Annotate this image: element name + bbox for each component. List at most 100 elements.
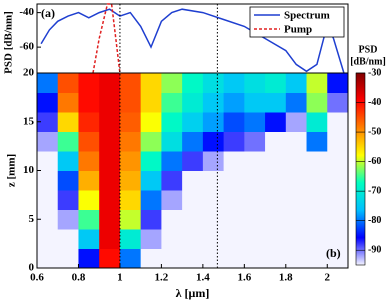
heat-cell (78, 170, 100, 191)
heat-cell (202, 92, 225, 113)
heat-cell (327, 190, 349, 210)
y-axis-label: z [mm] (6, 154, 18, 187)
heat-cell (285, 248, 308, 269)
heat-cell (37, 229, 59, 249)
heat-cell (78, 92, 100, 113)
y-tick-label: 5 (29, 213, 35, 225)
heat-cell (327, 131, 349, 152)
y-tick-label: 10 (23, 164, 35, 176)
heat-cell (78, 248, 100, 269)
heat-cell (202, 170, 225, 191)
heat-cell (306, 112, 328, 132)
y-axis-label: PSD [dB/nm] (3, 11, 15, 74)
heat-cell (223, 73, 245, 93)
heat-cell (99, 73, 121, 93)
heat-cell (202, 73, 225, 93)
heat-cell (265, 73, 287, 93)
heat-cell (57, 73, 79, 93)
heat-cell (37, 112, 59, 132)
heat-cell (37, 131, 59, 152)
heat-cell (265, 190, 287, 210)
heat-cell (244, 209, 266, 230)
heat-cell (182, 248, 204, 269)
heat-cell (119, 229, 142, 249)
heat-cell (202, 190, 225, 210)
heat-cell (285, 92, 308, 113)
x-tick-label: 1.6 (237, 272, 251, 284)
y-tick-label: -40 (19, 6, 34, 18)
heat-cell (99, 131, 121, 152)
heat-cell (182, 170, 204, 191)
x-tick-label: 1 (117, 272, 123, 284)
heat-cell (140, 170, 162, 191)
heat-cell (223, 229, 245, 249)
legend-box (249, 6, 345, 38)
heat-cell (306, 73, 328, 93)
heat-cell (306, 170, 328, 191)
heat-cell (265, 151, 287, 171)
heat-cell (99, 151, 121, 171)
heat-cell (306, 151, 328, 171)
colorbar-unit: [dB/nm] (350, 56, 386, 67)
series-line (40, 8, 345, 74)
y-tick-label: 15 (23, 115, 35, 127)
heat-cell (119, 92, 142, 113)
heat-cell (285, 112, 308, 132)
heat-cell (182, 112, 204, 132)
heat-cell (223, 131, 245, 152)
heat-cell (57, 131, 79, 152)
heat-cell (285, 209, 308, 230)
heat-cell (285, 170, 308, 191)
heat-cell (161, 92, 183, 113)
heat-cell (37, 248, 59, 269)
heat-cell (37, 92, 59, 113)
heat-cell (119, 112, 142, 132)
heat-cell (119, 131, 142, 152)
heat-cell (99, 229, 121, 249)
heatmap-cells (37, 73, 349, 269)
heat-cell (161, 170, 183, 191)
heat-cell (37, 151, 59, 171)
heat-cell (161, 248, 183, 269)
heat-cell (161, 229, 183, 249)
heat-cell (223, 112, 245, 132)
heat-cell (119, 248, 142, 269)
heat-cell (78, 229, 100, 249)
panel-label: (a) (41, 6, 55, 20)
heat-cell (140, 209, 162, 230)
heat-cell (327, 151, 349, 171)
heat-cell (140, 131, 162, 152)
heat-cell (182, 151, 204, 171)
heat-cell (265, 112, 287, 132)
heat-cell (202, 151, 225, 171)
heat-cell (182, 131, 204, 152)
heat-cell (244, 112, 266, 132)
heat-cell (285, 151, 308, 171)
colorbar (355, 72, 366, 266)
y-tick-label: 0 (29, 262, 35, 274)
heat-cell (306, 131, 328, 152)
heat-cell (223, 92, 245, 113)
heat-cell (119, 209, 142, 230)
heat-cell (244, 248, 266, 269)
heat-cell (57, 112, 79, 132)
heat-cell (306, 190, 328, 210)
panel-label: (b) (326, 246, 341, 260)
heat-cell (202, 229, 225, 249)
heat-cell (161, 112, 183, 132)
heat-cell (140, 112, 162, 132)
heat-cell (244, 151, 266, 171)
colorbar-tick-label: -70 (368, 185, 381, 196)
heat-cell (78, 209, 100, 230)
heat-cell (285, 131, 308, 152)
heat-cell (182, 73, 204, 93)
heat-cell (306, 92, 328, 113)
heat-cell (57, 190, 79, 210)
heat-cell (57, 170, 79, 191)
colorbar-tick-label: -30 (368, 67, 381, 78)
heat-cell (57, 92, 79, 113)
heat-cell (306, 209, 328, 230)
heat-cell (202, 112, 225, 132)
heat-cell (223, 190, 245, 210)
